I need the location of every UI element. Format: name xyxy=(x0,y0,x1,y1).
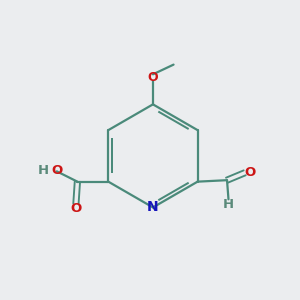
Text: O: O xyxy=(148,71,158,84)
Text: O: O xyxy=(244,166,255,179)
Text: H: H xyxy=(223,198,234,211)
Text: O: O xyxy=(70,202,82,215)
Text: H: H xyxy=(38,164,49,177)
Text: O: O xyxy=(52,164,63,177)
Text: N: N xyxy=(147,200,159,214)
